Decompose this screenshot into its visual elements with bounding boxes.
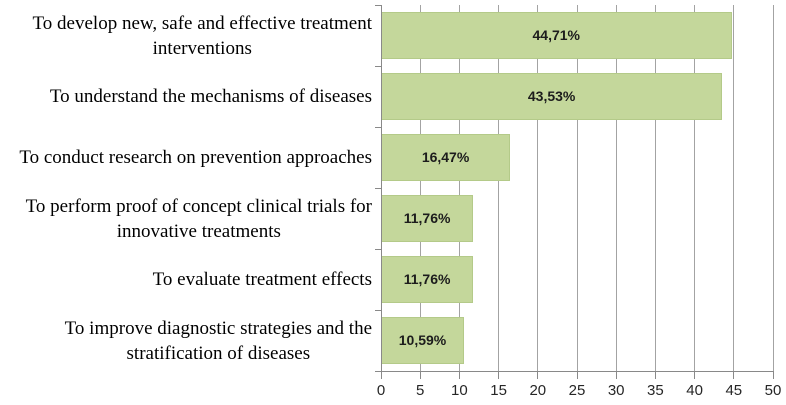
x-axis-tick (733, 371, 735, 379)
x-axis-tick-label: 40 (686, 382, 703, 399)
x-axis-tick-label: 25 (568, 382, 586, 399)
category-label-text: To evaluate treatment effects (152, 269, 372, 290)
y-axis-tick (375, 309, 381, 311)
x-axis-tick (380, 371, 382, 379)
x-axis-tick (498, 371, 500, 379)
x-axis-tick-label: 15 (490, 382, 507, 399)
category-label-text: To perform proof of concept clinical tri… (25, 195, 372, 242)
bar (381, 134, 511, 181)
x-axis-tick (615, 371, 617, 379)
gridline (654, 5, 656, 371)
gridline (733, 5, 735, 371)
bar-value-label: 44,71% (532, 27, 580, 43)
x-axis-tick (694, 371, 696, 379)
bar (381, 12, 732, 59)
bar (381, 195, 474, 242)
x-axis-line (375, 370, 773, 372)
bar-value-label: 16,47% (421, 149, 470, 165)
category-label: To understand the mechanisms of diseases (0, 66, 372, 127)
x-axis-tick (576, 371, 578, 379)
gridline (498, 5, 500, 371)
x-axis-tick (537, 371, 539, 379)
y-axis-line (380, 5, 382, 371)
bar-value-label: 10,59% (398, 332, 447, 348)
bar (381, 256, 474, 303)
x-axis-tick-label: 45 (725, 382, 743, 399)
y-axis-tick (375, 4, 381, 6)
bar-value-label: 11,76% (403, 210, 451, 226)
x-axis-tick (654, 371, 656, 379)
x-axis-tick-label: 35 (647, 382, 664, 399)
category-label-text: To develop new, safe and effective treat… (32, 12, 372, 59)
y-axis-tick (375, 65, 381, 67)
x-axis-tick-label: 10 (451, 382, 468, 399)
category-label-text: To improve diagnostic strategies and the… (64, 317, 372, 364)
gridline (615, 5, 617, 371)
gridline (576, 5, 578, 371)
category-label: To improve diagnostic strategies and the… (0, 310, 372, 371)
x-axis-tick (458, 371, 460, 379)
gridline (537, 5, 539, 371)
category-label: To evaluate treatment effects (0, 249, 372, 310)
gridline (772, 5, 774, 371)
bar (381, 73, 723, 120)
gridline (694, 5, 696, 371)
x-axis-tick-label: 30 (607, 382, 625, 399)
y-axis-tick (375, 126, 381, 128)
x-axis-tick (772, 371, 774, 379)
y-axis-tick (375, 187, 381, 189)
bar-value-label: 11,76% (403, 271, 451, 287)
category-label: To develop new, safe and effective treat… (0, 5, 372, 66)
bar-value-label: 43,53% (527, 88, 576, 104)
category-label: To perform proof of concept clinical tri… (0, 188, 372, 249)
category-label-text: To conduct research on prevention approa… (19, 147, 372, 168)
gridline (458, 5, 460, 371)
gridline (419, 5, 421, 371)
category-label-text: To understand the mechanisms of diseases (49, 86, 372, 107)
x-axis-tick-label: 20 (529, 382, 547, 399)
y-axis-tick (375, 248, 381, 250)
x-axis-tick-label: 5 (416, 382, 425, 399)
x-axis-tick (419, 371, 421, 379)
category-label: To conduct research on prevention approa… (0, 127, 372, 188)
x-axis-tick-label: 0 (376, 382, 386, 399)
x-axis-tick-label: 50 (764, 382, 782, 399)
bar (381, 317, 465, 364)
